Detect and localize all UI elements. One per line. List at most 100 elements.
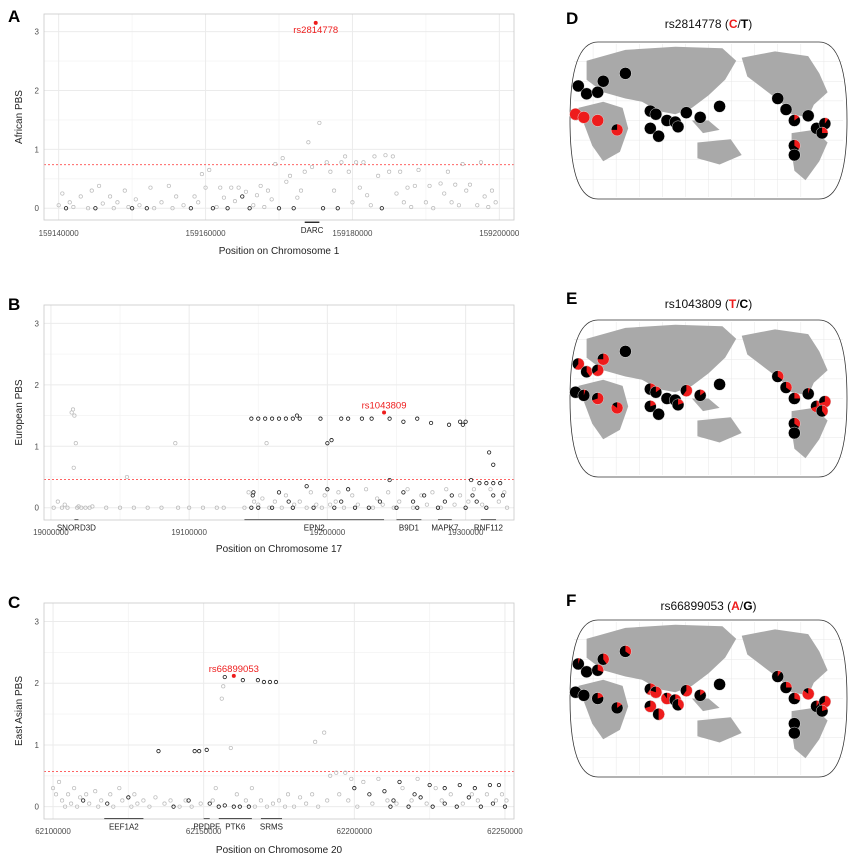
- pie-marker: [788, 426, 801, 440]
- scatter-panels: 0 1 2 3 159140000 159160000 159180000 159200000…: [8, 7, 523, 856]
- data-point: [219, 696, 224, 701]
- data-point: [454, 804, 459, 809]
- data-point: [385, 798, 390, 803]
- data-point: [369, 416, 374, 421]
- data-point: [370, 801, 375, 806]
- gene-label: EPN2: [304, 524, 325, 533]
- data-point: [466, 795, 471, 800]
- data-point: [72, 413, 77, 418]
- data-point: [89, 188, 94, 193]
- pie-marker: [680, 384, 693, 397]
- map-landmass: [691, 698, 720, 712]
- pie-marker: [771, 92, 784, 105]
- data-point: [343, 770, 348, 775]
- highlight-point: [382, 410, 387, 415]
- data-point: [304, 484, 309, 489]
- pie-marker: [572, 357, 585, 371]
- data-point: [457, 782, 462, 788]
- data-point: [153, 795, 158, 800]
- pie-outline: [619, 345, 632, 358]
- map-border: [569, 319, 848, 478]
- data-point: [472, 786, 477, 791]
- data-point: [251, 203, 256, 208]
- data-point: [500, 493, 506, 498]
- data-point: [243, 189, 249, 194]
- scatter-panel-b: 0 1 2 3 19000000 19100000 19200000 19300000 rs10…: [8, 295, 515, 555]
- y-axis-title: East Asian PBS: [14, 676, 25, 746]
- data-point: [69, 801, 74, 806]
- data-point: [332, 188, 337, 193]
- x-tick-label: 19200000: [310, 528, 346, 537]
- pie-slice: [713, 100, 726, 113]
- data-point: [470, 493, 475, 498]
- data-point: [283, 493, 288, 498]
- pie-marker: [713, 378, 726, 391]
- data-point: [263, 416, 268, 421]
- data-point: [70, 407, 76, 412]
- data-point: [366, 505, 371, 510]
- pie-marker: [649, 108, 663, 121]
- data-point: [423, 200, 428, 205]
- data-point: [249, 505, 254, 510]
- plot-frame: [43, 13, 515, 221]
- data-point: [354, 160, 359, 165]
- pie-slice: [713, 678, 726, 691]
- pie-marker: [597, 353, 610, 366]
- data-point: [400, 786, 405, 791]
- data-point: [294, 413, 300, 418]
- data-point: [96, 804, 101, 809]
- y-tick-label: 1: [35, 145, 40, 154]
- data-point: [498, 481, 503, 486]
- pie-slice: [644, 700, 657, 713]
- data-point: [132, 792, 137, 797]
- pie-outline: [619, 67, 632, 80]
- panel-letter: C: [8, 593, 20, 612]
- data-point: [449, 493, 454, 498]
- pie-outline: [713, 100, 726, 113]
- data-point: [170, 206, 175, 211]
- map-title-part: rs2814778 (: [665, 17, 729, 31]
- pie-marker: [779, 381, 793, 394]
- data-point: [304, 505, 309, 510]
- data-point: [394, 801, 399, 806]
- data-point: [298, 188, 304, 193]
- data-point: [297, 416, 302, 421]
- pie-slice: [819, 695, 831, 708]
- map-title-part: /: [736, 297, 740, 311]
- pie-marker: [577, 389, 591, 402]
- pie-slice: [597, 353, 610, 366]
- data-point: [439, 798, 444, 803]
- pie-outline: [591, 692, 604, 705]
- data-point: [111, 206, 116, 211]
- map-border: [569, 41, 848, 200]
- data-point: [382, 789, 387, 794]
- data-point: [431, 206, 436, 211]
- pie-marker: [577, 689, 591, 702]
- pie-slice: [619, 67, 632, 80]
- pie-marker: [591, 114, 604, 127]
- map-border: [569, 619, 848, 778]
- pie-slice: [680, 106, 693, 119]
- pie-marker: [671, 698, 685, 711]
- data-point: [159, 200, 164, 205]
- pie-marker: [802, 109, 815, 122]
- data-point: [246, 804, 251, 809]
- data-point: [72, 786, 77, 791]
- data-point: [60, 191, 65, 196]
- data-point: [302, 169, 307, 174]
- data-point: [372, 154, 377, 159]
- data-point: [200, 505, 206, 510]
- data-point: [207, 801, 212, 806]
- pie-marker: [610, 401, 624, 415]
- map-landmass: [697, 139, 742, 165]
- data-point: [73, 441, 78, 446]
- map-title-part: /: [740, 599, 744, 613]
- data-point: [280, 156, 285, 161]
- data-point: [478, 804, 483, 809]
- pie-slice: [658, 708, 665, 721]
- pie-slice: [808, 387, 811, 394]
- data-point: [325, 798, 330, 803]
- x-tick-label: 62200000: [337, 827, 373, 836]
- data-point: [173, 441, 178, 446]
- data-point: [488, 487, 493, 492]
